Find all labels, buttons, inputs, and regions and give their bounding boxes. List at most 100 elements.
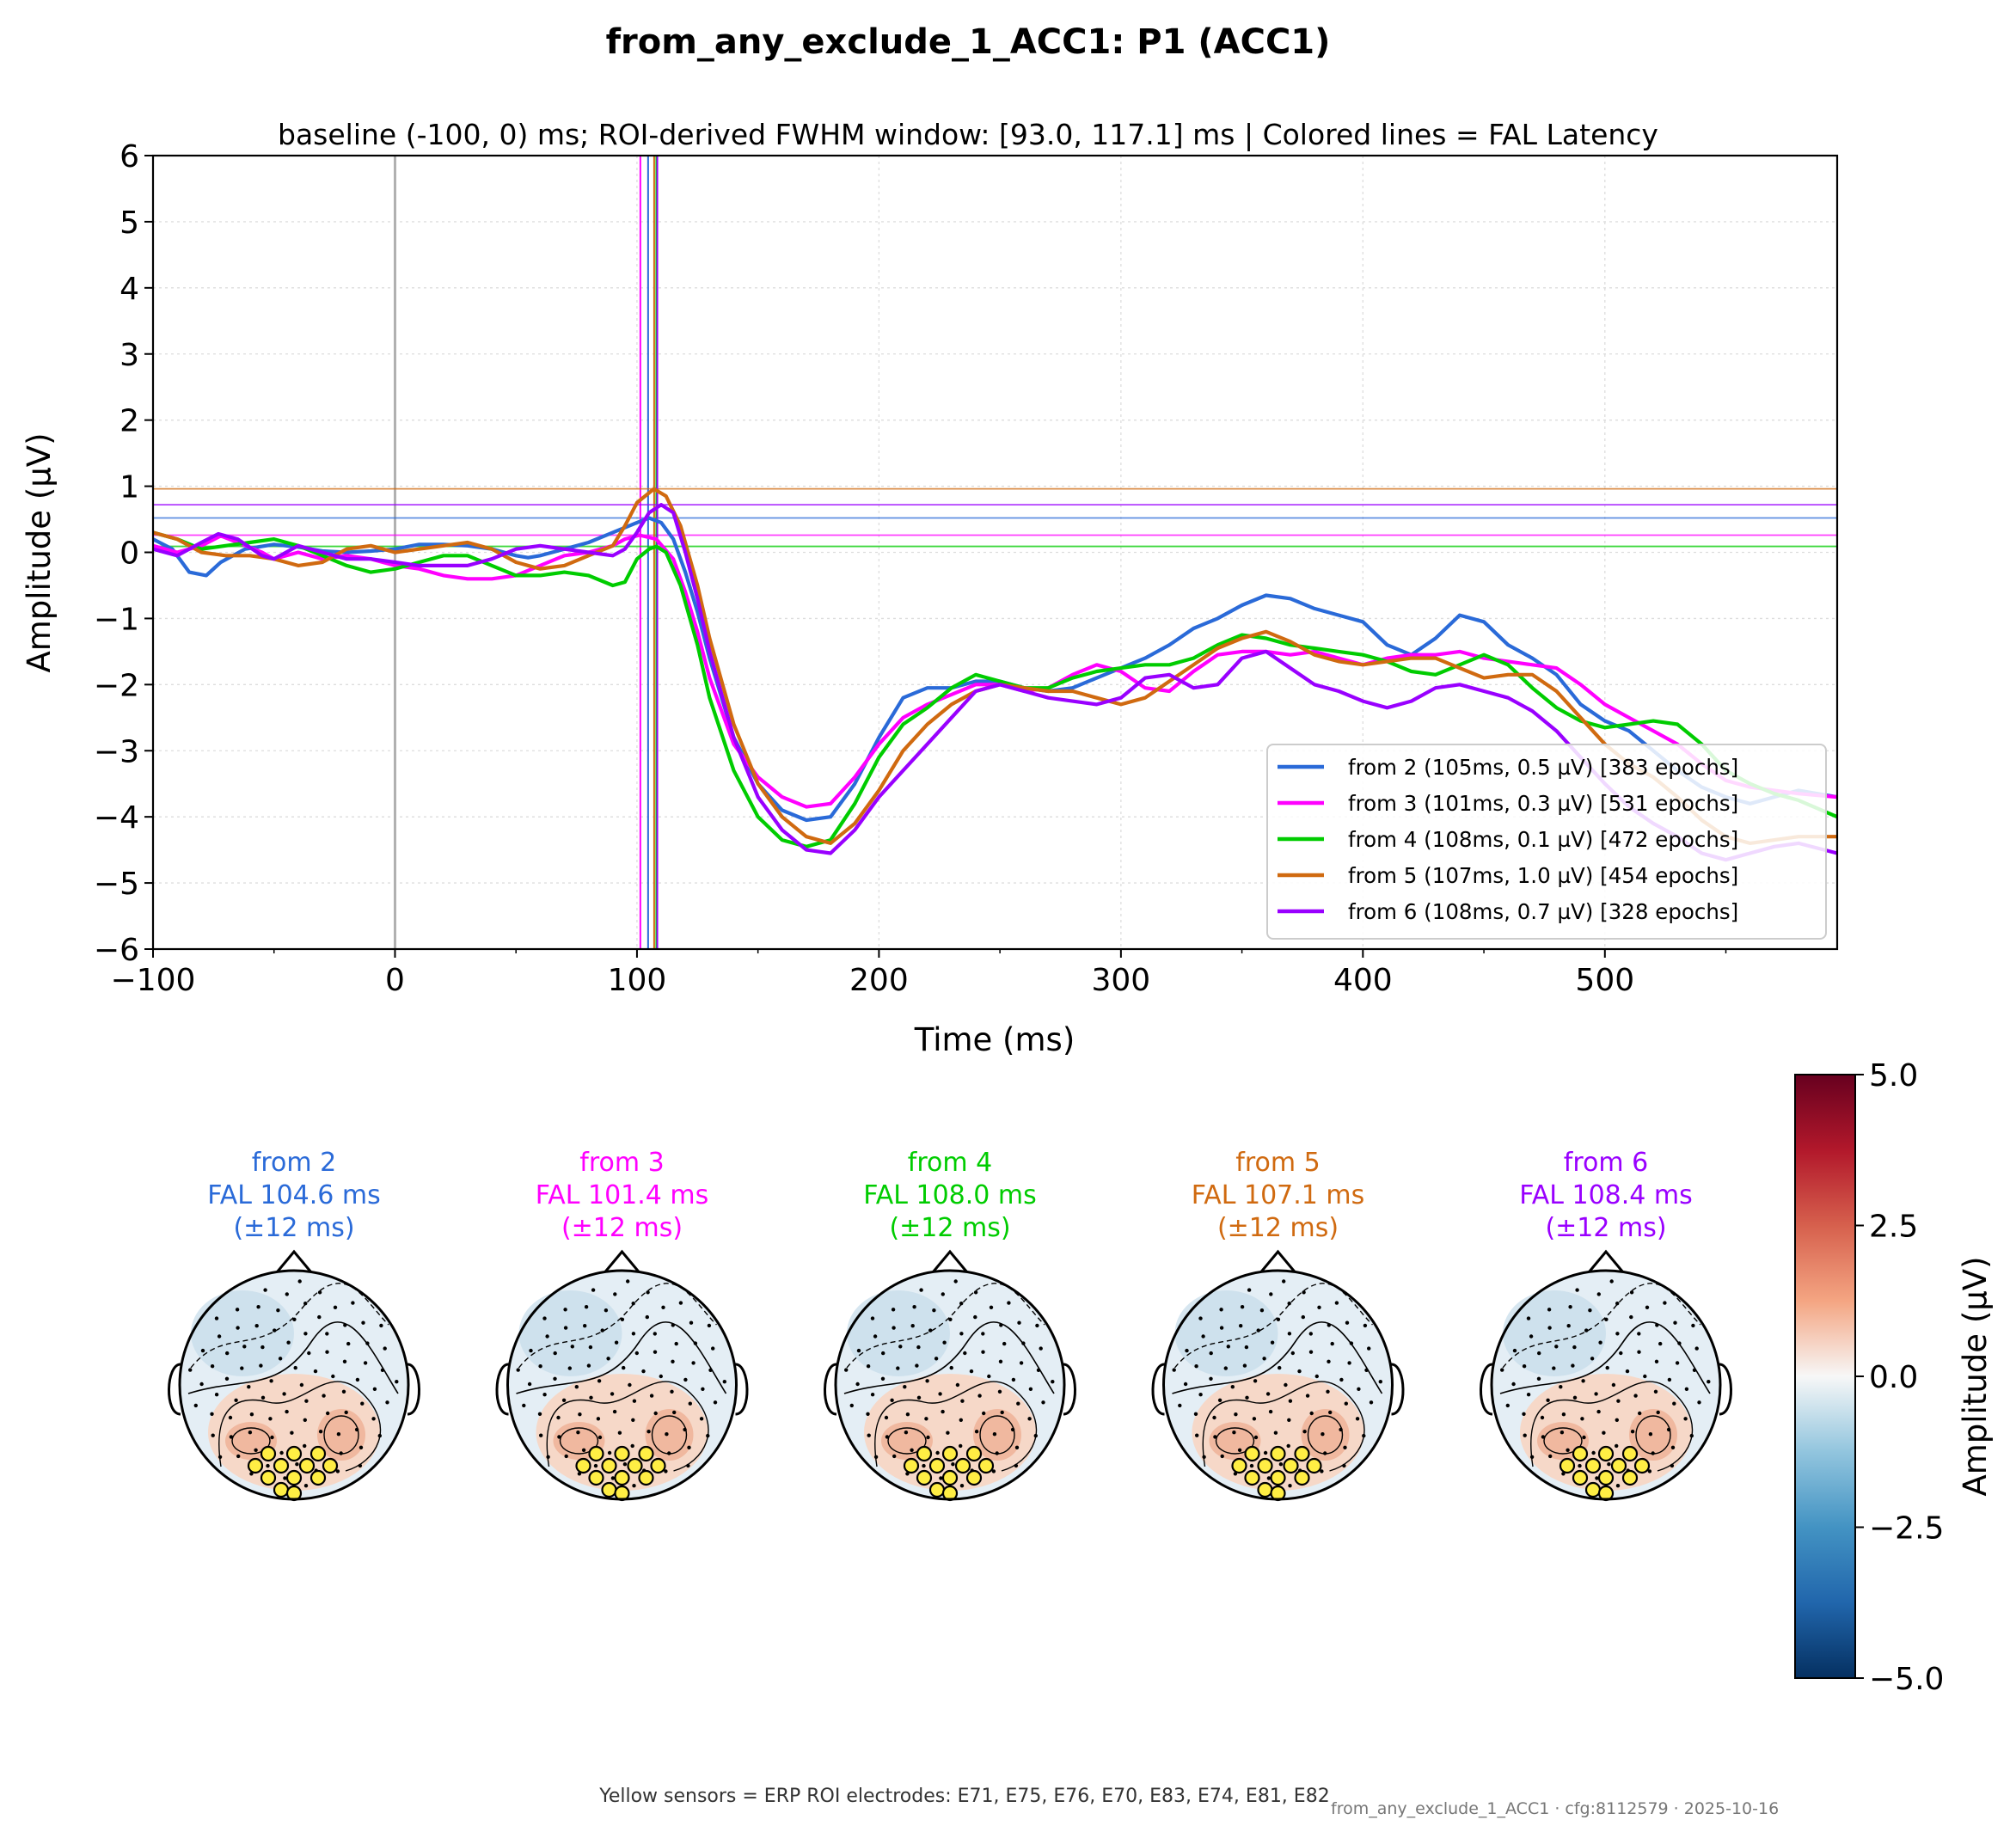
sensor-dot — [1017, 1320, 1021, 1325]
sensor-dot — [1256, 1328, 1260, 1333]
y-tick-label: 3 — [119, 338, 139, 373]
sensor-dot — [1202, 1455, 1206, 1460]
zero-contour — [516, 1321, 727, 1394]
positive-contour — [874, 1381, 1038, 1472]
sensor-dot — [1547, 1326, 1552, 1330]
sensor-dot — [1344, 1401, 1349, 1406]
roi-sensor — [903, 1457, 920, 1474]
sensor-dot — [977, 1394, 982, 1398]
sensor-dot — [706, 1433, 710, 1438]
sensor-dot — [924, 1417, 928, 1421]
sensor-dot — [613, 1292, 617, 1296]
sensor-dot — [256, 1305, 260, 1309]
erp-line-chart: baseline (-100, 0) ms; ROI-derived FWHM … — [21, 118, 1839, 1058]
sensor-dot — [708, 1368, 713, 1373]
figure-title: from_any_exclude_1_ACC1: P1 (ACC1) — [606, 22, 1331, 62]
sensor-dot — [974, 1430, 979, 1434]
sensor-dot — [556, 1415, 561, 1420]
sensor-dot — [260, 1345, 265, 1350]
sensor-dot — [1343, 1445, 1347, 1450]
sensor-dot — [1183, 1382, 1188, 1387]
roi-sensor — [1621, 1445, 1639, 1462]
colorbar-tick-label: 0.0 — [1869, 1360, 1918, 1395]
sensor-dot — [938, 1392, 942, 1396]
sensor-dot — [354, 1427, 359, 1432]
sensor-dot — [870, 1393, 875, 1397]
sensor-dot — [1512, 1348, 1517, 1353]
sensor-dot — [591, 1288, 596, 1292]
sensor-dot — [653, 1332, 657, 1336]
sensor-dot — [1655, 1323, 1659, 1327]
sensor-dot — [1232, 1431, 1236, 1435]
nose-outline — [1259, 1249, 1296, 1273]
sensor-dot — [1027, 1417, 1032, 1421]
sensor-dot — [1541, 1435, 1546, 1439]
sensor-dot — [1367, 1346, 1371, 1351]
sensor-dot — [1014, 1463, 1019, 1468]
sensor-dot — [606, 1357, 610, 1361]
sensor-dot — [617, 1431, 622, 1435]
nose-outline — [1587, 1249, 1625, 1273]
roi-sensor — [1597, 1445, 1615, 1462]
sensor-dot — [307, 1351, 311, 1356]
sensor-dot — [303, 1484, 309, 1488]
roi-sensor — [588, 1445, 604, 1462]
sensor-dot — [856, 1348, 861, 1353]
y-tick-label: 0 — [119, 536, 139, 572]
sensor-dot — [313, 1369, 318, 1374]
sensor-dot — [674, 1341, 678, 1346]
sensor-dot — [880, 1376, 885, 1382]
roi-sensor — [1584, 1457, 1602, 1474]
sensor-dot — [999, 1323, 1003, 1327]
sensor-dot — [1314, 1374, 1320, 1379]
sensor-dot — [236, 1326, 240, 1330]
sensor-dot — [1036, 1368, 1041, 1373]
sensor-dot — [1263, 1450, 1268, 1455]
colorbar-tick-label: 2.5 — [1869, 1210, 1918, 1245]
sensor-dot — [516, 1368, 520, 1372]
sensor-dot — [1672, 1401, 1676, 1406]
sensor-dot — [1619, 1351, 1623, 1356]
sensor-dot — [1021, 1341, 1026, 1345]
sensor-dot — [1288, 1484, 1292, 1488]
roi-sensor — [601, 1457, 617, 1474]
sensor-dot — [671, 1359, 675, 1364]
y-tick-label: −5 — [94, 867, 139, 902]
left-ear-outline — [168, 1363, 181, 1416]
sensor-dot — [912, 1305, 916, 1309]
sensor-dot — [1213, 1435, 1217, 1439]
head-outline — [178, 1269, 410, 1501]
sensor-dot — [282, 1392, 286, 1396]
y-tick-label: −4 — [94, 800, 139, 836]
sensor-dot — [653, 1411, 658, 1416]
positive-contour — [1202, 1381, 1365, 1472]
roi-sensor — [1294, 1469, 1310, 1486]
sensor-dot — [1647, 1469, 1652, 1473]
sensor-dot — [1581, 1379, 1585, 1383]
y-tick-label: 2 — [119, 404, 139, 439]
roi-sensor — [965, 1469, 983, 1486]
sensor-dot — [278, 1357, 283, 1361]
sensor-dot — [1615, 1302, 1620, 1306]
sensor-dot — [1209, 1351, 1213, 1356]
sensor-dot — [1670, 1445, 1676, 1450]
roi-sensor — [1244, 1445, 1260, 1462]
sensor-dot — [1347, 1361, 1351, 1365]
sensor-dot — [1568, 1305, 1572, 1309]
x-tick-label: 400 — [1333, 963, 1393, 998]
sensor-dot — [1591, 1450, 1596, 1455]
sensor-dot — [849, 1403, 854, 1408]
roi-sensor — [1306, 1457, 1322, 1474]
roi-sensor — [614, 1445, 630, 1462]
sensor-dot — [1677, 1341, 1682, 1345]
sensor-dot — [263, 1288, 267, 1292]
sensor-dot — [1000, 1410, 1004, 1415]
sensor-dot — [589, 1395, 593, 1400]
sensor-dot — [1288, 1399, 1293, 1403]
topomap-fal-label: FAL 101.4 ms — [536, 1180, 709, 1210]
sensor-dot — [686, 1463, 690, 1468]
sensor-dot — [1683, 1417, 1688, 1421]
sensor-dot — [1625, 1369, 1630, 1374]
